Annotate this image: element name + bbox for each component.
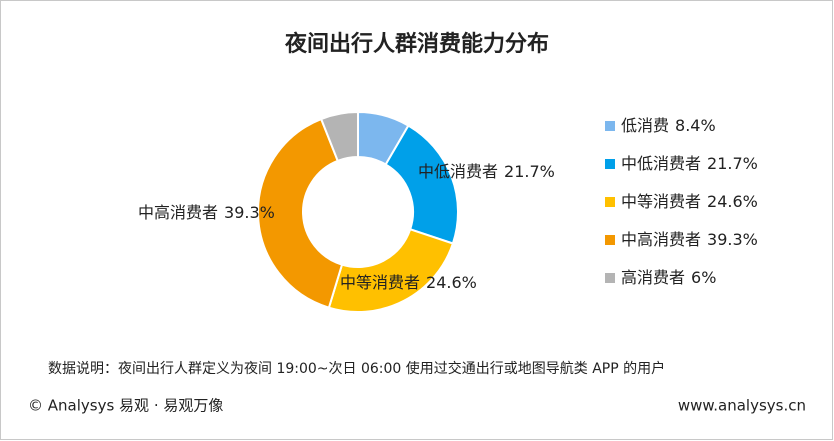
note: 数据说明：夜间出行人群定义为夜间 19:00~次日 06:00 使用过交通出行或… — [48, 360, 665, 377]
label-name: 中低消费者 — [418, 162, 498, 181]
donut-slice — [327, 228, 455, 313]
label-value: 21.7% — [504, 162, 555, 181]
legend-swatch — [605, 273, 615, 283]
legend-label: 高消费者 6% — [621, 268, 716, 287]
legend-swatch — [605, 159, 615, 169]
label-name: 低消费 — [621, 116, 669, 135]
legend-label: 低消费 8.4% — [621, 116, 716, 135]
label-name: 中高消费者 — [621, 230, 701, 249]
slice-label: 中低消费者 21.7% — [418, 162, 555, 181]
label-value: 21.7% — [707, 154, 758, 173]
donut-slice — [257, 117, 344, 309]
label-name: 中等消费者 — [621, 192, 701, 211]
label-name: 中等消费者 — [340, 273, 420, 292]
chart-title: 夜间出行人群消费能力分布 — [284, 31, 549, 57]
legend-swatch — [605, 197, 615, 207]
label-value: 39.3% — [224, 203, 275, 222]
slice-label: 中高消费者 39.3% — [138, 203, 275, 222]
donut-slice — [319, 110, 359, 163]
label-value: 6% — [691, 268, 716, 287]
legend-label: 中低消费者 21.7% — [621, 154, 758, 173]
label-name: 中低消费者 — [621, 154, 701, 173]
label-value: 8.4% — [675, 116, 716, 135]
legend-label: 中高消费者 39.3% — [621, 230, 758, 249]
label-value: 39.3% — [707, 230, 758, 249]
footer-left: © Analysys 易观 · 易观万像 — [28, 397, 223, 415]
legend-swatch — [605, 235, 615, 245]
label-value: 24.6% — [707, 192, 758, 211]
label-value: 24.6% — [426, 273, 477, 292]
slice-label: 中等消费者 24.6% — [340, 273, 477, 292]
label-name: 高消费者 — [621, 268, 685, 287]
footer-right: www.analysys.cn — [678, 397, 806, 415]
label-name: 中高消费者 — [138, 203, 218, 222]
legend-label: 中等消费者 24.6% — [621, 192, 758, 211]
legend-swatch — [605, 121, 615, 131]
